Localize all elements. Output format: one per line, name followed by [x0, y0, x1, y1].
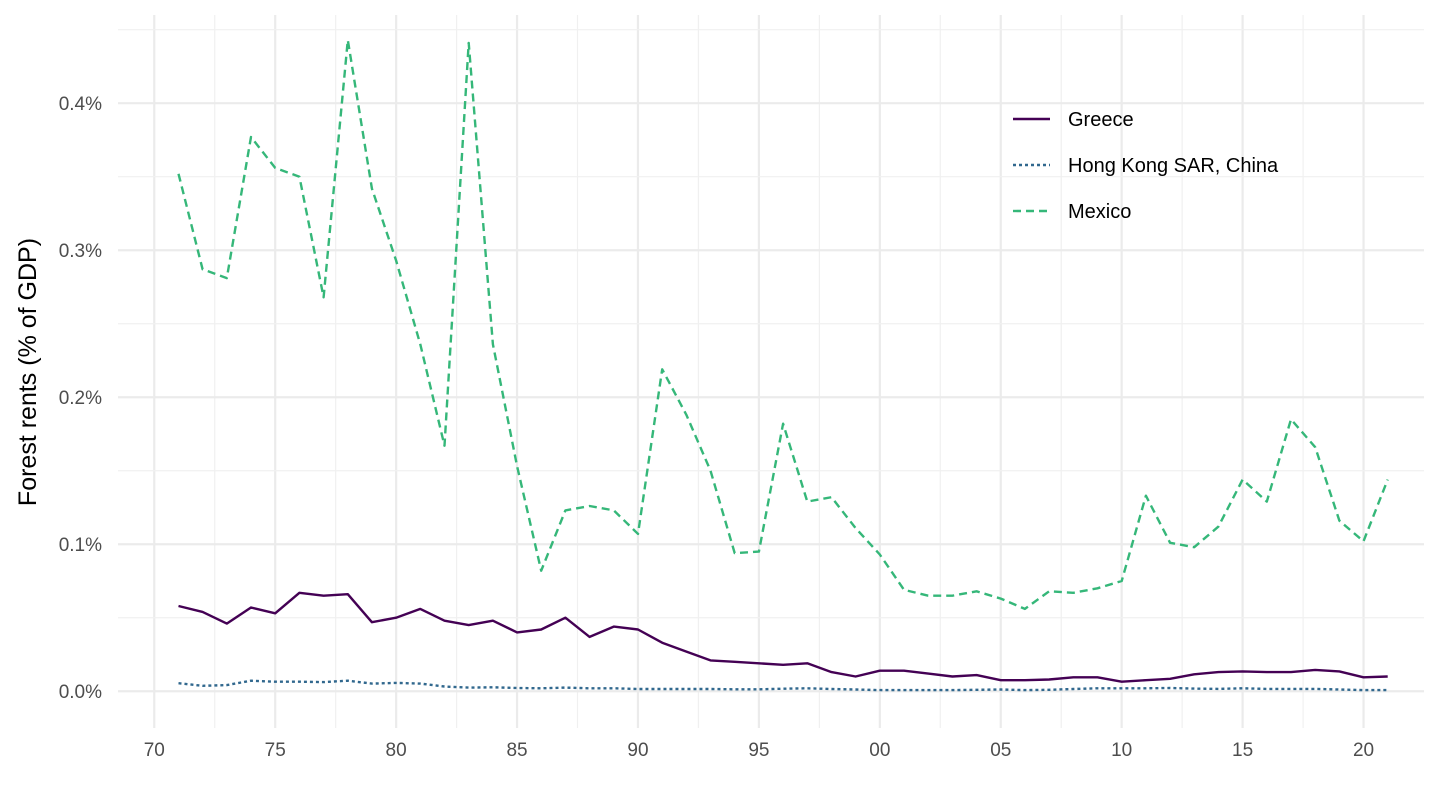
- x-tick-label: 75: [265, 740, 286, 761]
- y-tick-label: 0.1%: [59, 535, 102, 556]
- x-tick-label: 95: [748, 740, 769, 761]
- series-lines: [177, 38, 1389, 692]
- series-line-mexico: [177, 38, 1389, 611]
- y-axis-ticks: 0.0% 0.1% 0.2% 0.3% 0.4%: [59, 94, 102, 703]
- x-tick-label: 85: [506, 740, 527, 761]
- grid: [118, 15, 1424, 728]
- x-tick-label: 15: [1232, 740, 1253, 761]
- legend-label: Greece: [1068, 109, 1134, 131]
- series-line-greece: [178, 591, 1388, 683]
- y-axis-title: Forest rents (% of GDP): [14, 238, 42, 506]
- x-tick-label: 10: [1111, 740, 1132, 761]
- y-tick-label: 0.3%: [59, 241, 102, 262]
- legend: Greece Hong Kong SAR, China Mexico: [1013, 109, 1279, 223]
- legend-label: Mexico: [1068, 201, 1131, 223]
- x-axis-ticks: 70 75 80 85 90 95 00 05 10 15 20: [144, 740, 1374, 761]
- y-tick-label: 0.0%: [59, 682, 102, 703]
- x-tick-label: 20: [1353, 740, 1374, 761]
- y-tick-label: 0.2%: [59, 388, 102, 409]
- x-tick-label: 90: [627, 740, 648, 761]
- x-tick-label: 80: [386, 740, 407, 761]
- x-tick-label: 70: [144, 740, 165, 761]
- x-tick-label: 05: [990, 740, 1011, 761]
- y-tick-label: 0.4%: [59, 94, 102, 115]
- legend-label: Hong Kong SAR, China: [1068, 155, 1279, 177]
- x-tick-label: 00: [869, 740, 890, 761]
- series-line-hong-kong-sar-china: [178, 679, 1388, 692]
